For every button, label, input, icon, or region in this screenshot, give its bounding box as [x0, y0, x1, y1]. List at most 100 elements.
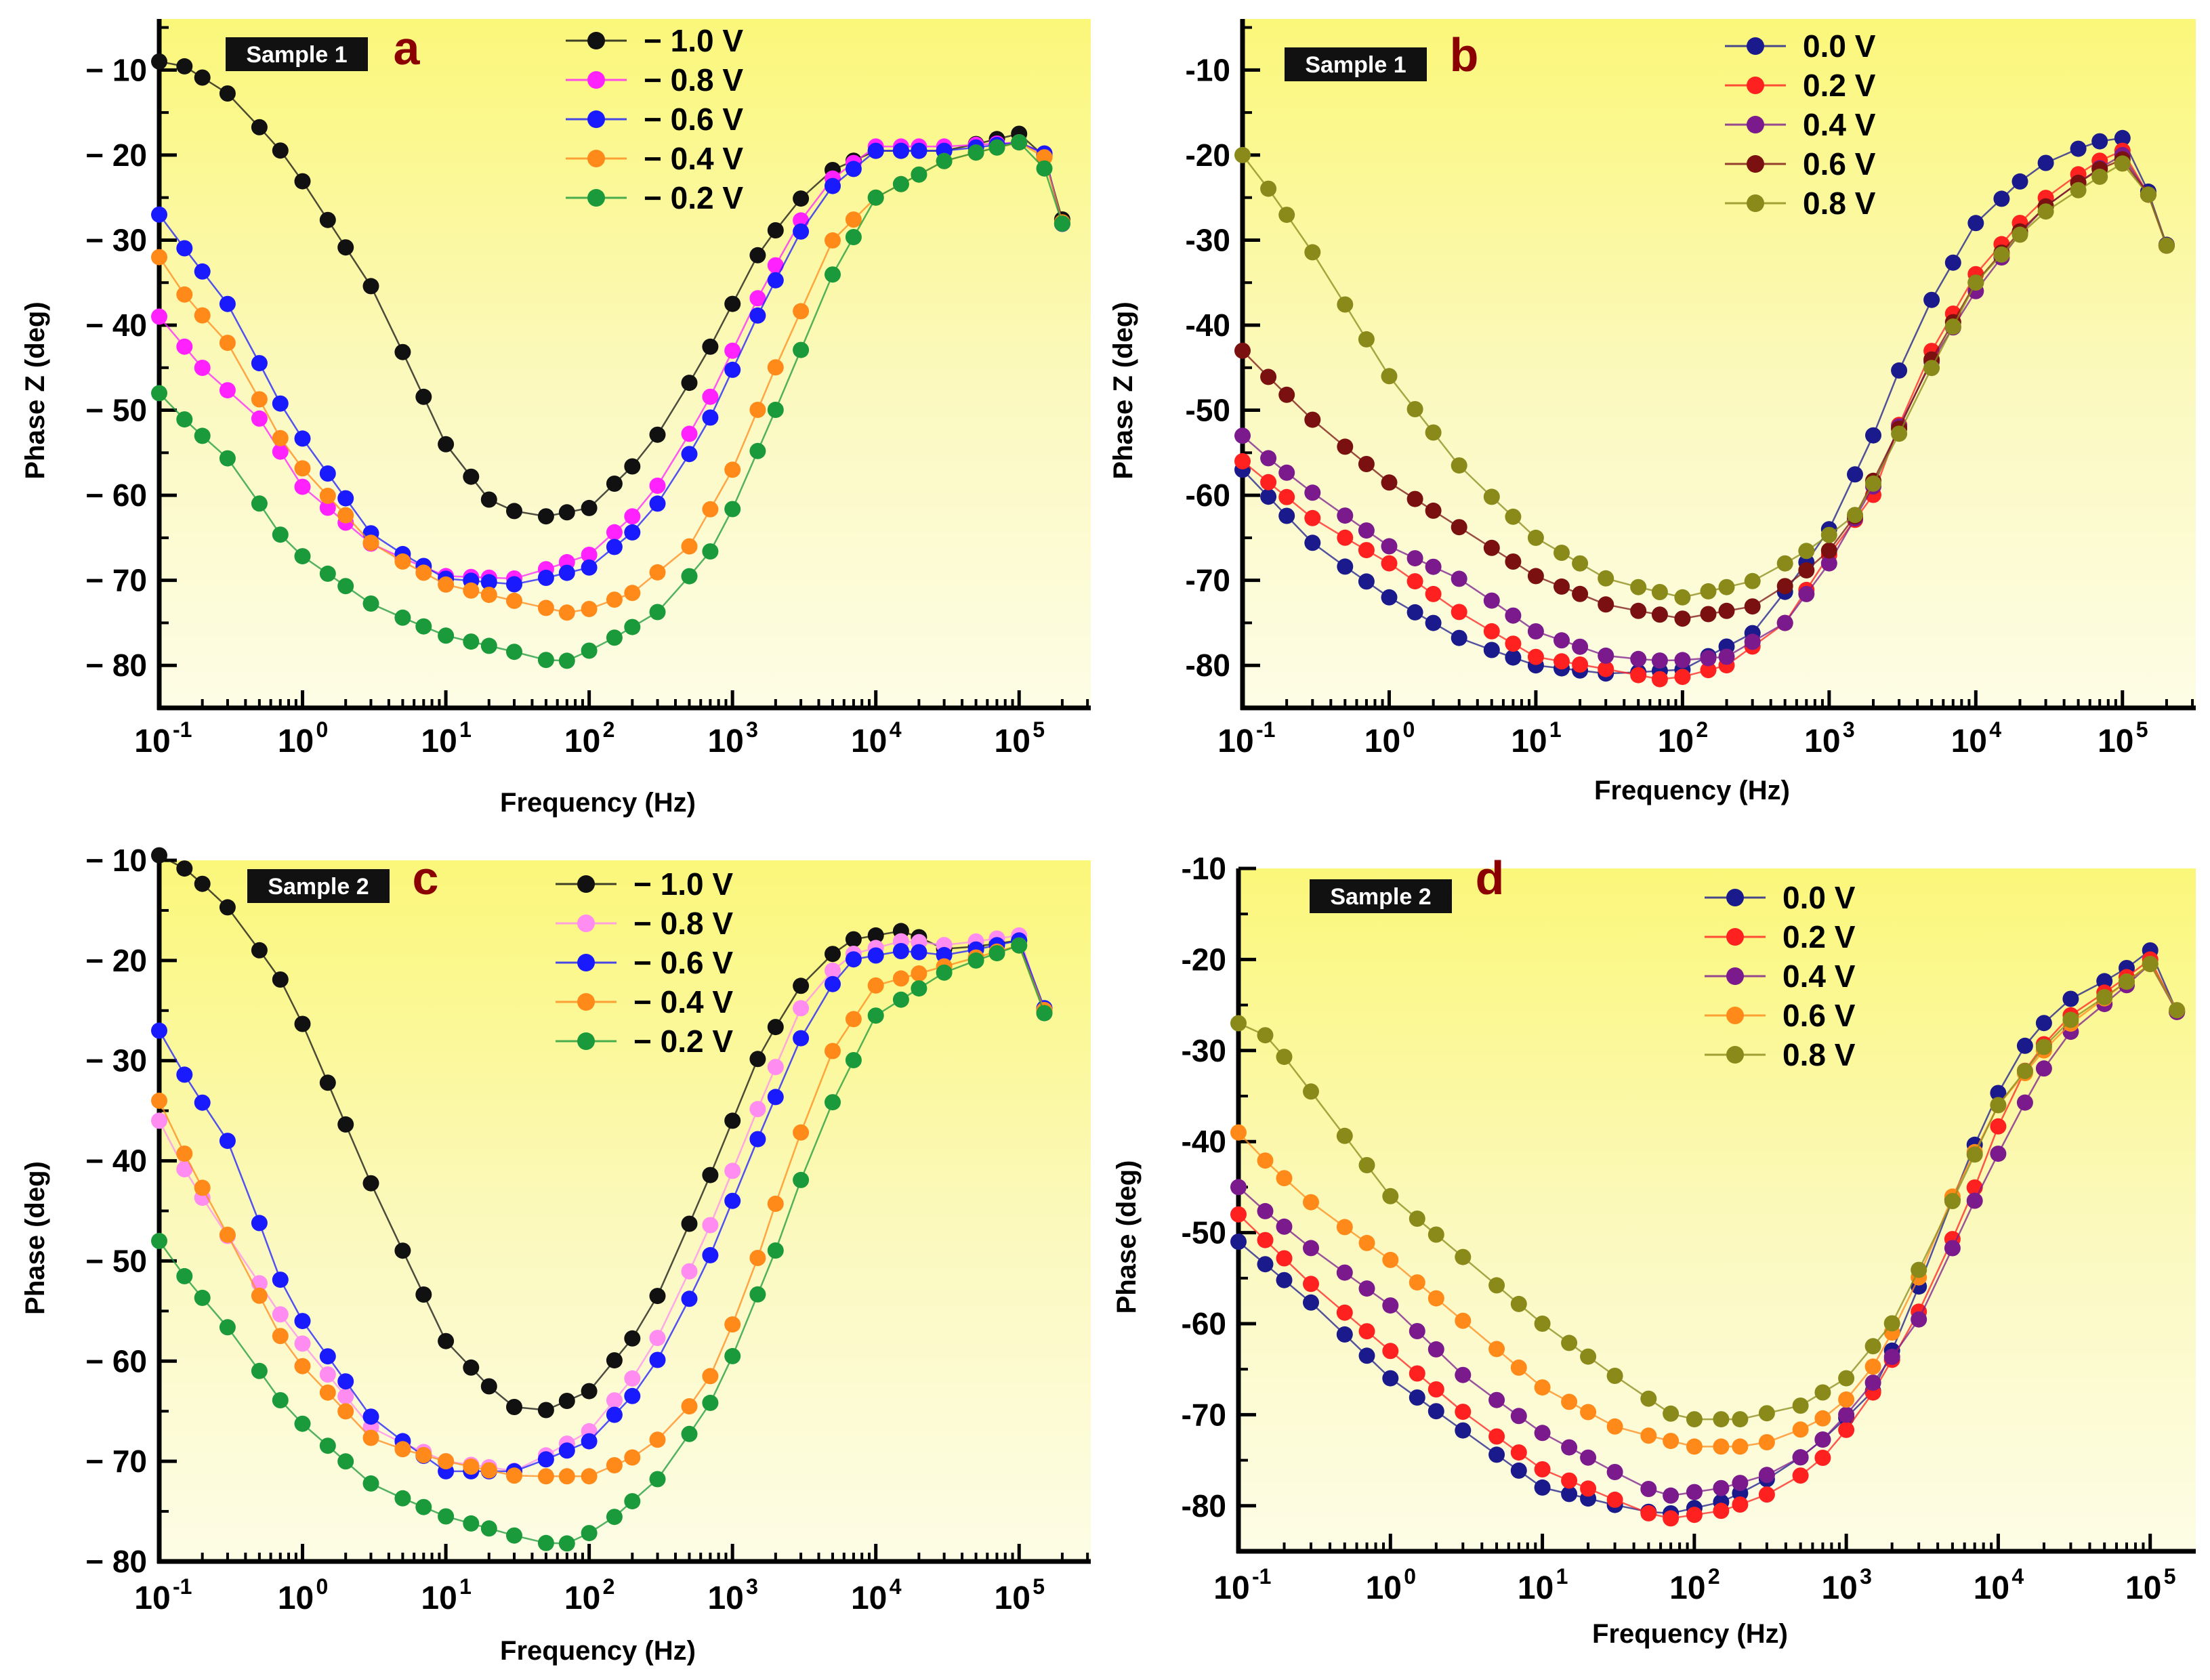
data-point [767, 1196, 784, 1212]
data-point [1406, 490, 1423, 507]
data-point [219, 1133, 236, 1150]
svg-text:10: 10 [1518, 1570, 1554, 1606]
svg-text:3: 3 [746, 1574, 758, 1599]
data-point [251, 1215, 268, 1232]
legend-label: 0.2 V [1803, 68, 1876, 103]
data-point [151, 385, 167, 402]
data-point [1455, 1312, 1472, 1329]
data-point [319, 565, 336, 582]
panel-d: -10 -20 -30 -40 -50 -60 -70 -80 10 -1 10 0 10 1 10 2 10 3… [1105, 840, 2210, 1680]
data-point [151, 1092, 167, 1109]
data-point [463, 468, 480, 485]
x-tick-label: 10 1 [1511, 717, 1561, 759]
data-point [537, 508, 554, 525]
data-point [845, 229, 862, 245]
data-point [219, 899, 236, 916]
data-point [1510, 1408, 1527, 1425]
data-point [1554, 545, 1570, 561]
data-point [1337, 529, 1354, 546]
data-point [176, 1146, 193, 1162]
data-point [749, 1101, 766, 1118]
svg-text:5: 5 [1033, 717, 1045, 742]
data-point [2011, 173, 2028, 190]
data-point [1838, 1421, 1855, 1438]
y-tick-label: − 50 [85, 1243, 147, 1278]
svg-text:1: 1 [1556, 1564, 1568, 1589]
legend-swatch-marker [577, 993, 595, 1011]
data-point [362, 1408, 379, 1425]
x-tick-label: 10 0 [278, 717, 328, 759]
data-point [1451, 570, 1467, 587]
data-point [362, 1429, 379, 1446]
svg-text:10: 10 [1366, 1570, 1402, 1606]
legend-swatch-marker [1747, 77, 1764, 94]
data-point [702, 1394, 719, 1411]
x-axis-title: Frequency (Hz) [1594, 776, 1790, 805]
y-tick-label: -50 [1182, 1215, 1226, 1251]
data-point [793, 303, 810, 320]
data-point [825, 946, 841, 963]
series-4 [151, 937, 1053, 1485]
sample-label: Sample 2 [1310, 879, 1452, 913]
data-point [581, 499, 598, 516]
data-point [1798, 562, 1815, 579]
data-point [1510, 1295, 1527, 1312]
data-point [272, 1306, 289, 1323]
data-point [581, 1433, 598, 1450]
data-point [2070, 182, 2087, 198]
y-tick-label: − 10 [85, 843, 147, 878]
data-point [394, 343, 411, 360]
y-tick-label: − 70 [85, 563, 147, 598]
data-point [219, 1319, 236, 1336]
data-point [1814, 1450, 1831, 1466]
data-point [1572, 656, 1589, 673]
data-point [1534, 1479, 1551, 1496]
data-point [1488, 1391, 1505, 1408]
data-point [394, 1242, 411, 1259]
legend-item: 0.4 V [1705, 959, 1856, 994]
legend: − 1.0 V − 0.8 V − 0.6 V − 0.4 V − 0.2 V [556, 866, 733, 1059]
data-point [1382, 1188, 1399, 1204]
legend-item: 0.2 V [1725, 68, 1876, 103]
data-point [749, 402, 766, 418]
data-point [911, 965, 927, 982]
data-point [251, 1287, 268, 1304]
data-point [1505, 635, 1522, 652]
panel-a: − 10− 20− 30− 40− 50− 60− 70− 80 10 -1 10 0 1… [0, 0, 1105, 840]
svg-text:10: 10 [1511, 723, 1547, 759]
data-point [767, 1019, 784, 1036]
data-point [1234, 453, 1251, 469]
data-point [1580, 1480, 1597, 1497]
data-point [1713, 1479, 1730, 1496]
data-point [1425, 424, 1442, 441]
data-point [825, 232, 841, 249]
data-point [1303, 1240, 1319, 1257]
data-point [1838, 1406, 1855, 1423]
data-point [1230, 1124, 1247, 1141]
data-point [1337, 558, 1354, 575]
data-point [624, 508, 641, 525]
data-point [251, 1362, 268, 1379]
data-point [319, 499, 336, 516]
data-point [1561, 1439, 1578, 1456]
legend-label: 0.2 V [1782, 919, 1856, 954]
sample-label: Sample 1 [1285, 47, 1427, 81]
data-point [749, 1286, 766, 1303]
data-point [1713, 1411, 1730, 1428]
legend-label: 0.8 V [1782, 1037, 1856, 1072]
svg-text:1: 1 [459, 717, 472, 742]
data-point [1630, 579, 1647, 595]
data-point [1406, 604, 1423, 621]
data-point [319, 211, 336, 228]
svg-text:10: 10 [564, 1580, 600, 1616]
data-point [936, 152, 953, 169]
data-point [911, 166, 927, 183]
legend-label: 0.4 V [1782, 959, 1856, 994]
data-point [681, 375, 698, 392]
svg-text:3: 3 [746, 717, 758, 742]
y-tick-label: − 10 [85, 52, 147, 87]
data-point [793, 978, 810, 994]
svg-text:10: 10 [1658, 723, 1694, 759]
svg-text:4: 4 [890, 1574, 902, 1599]
data-point [151, 308, 167, 325]
